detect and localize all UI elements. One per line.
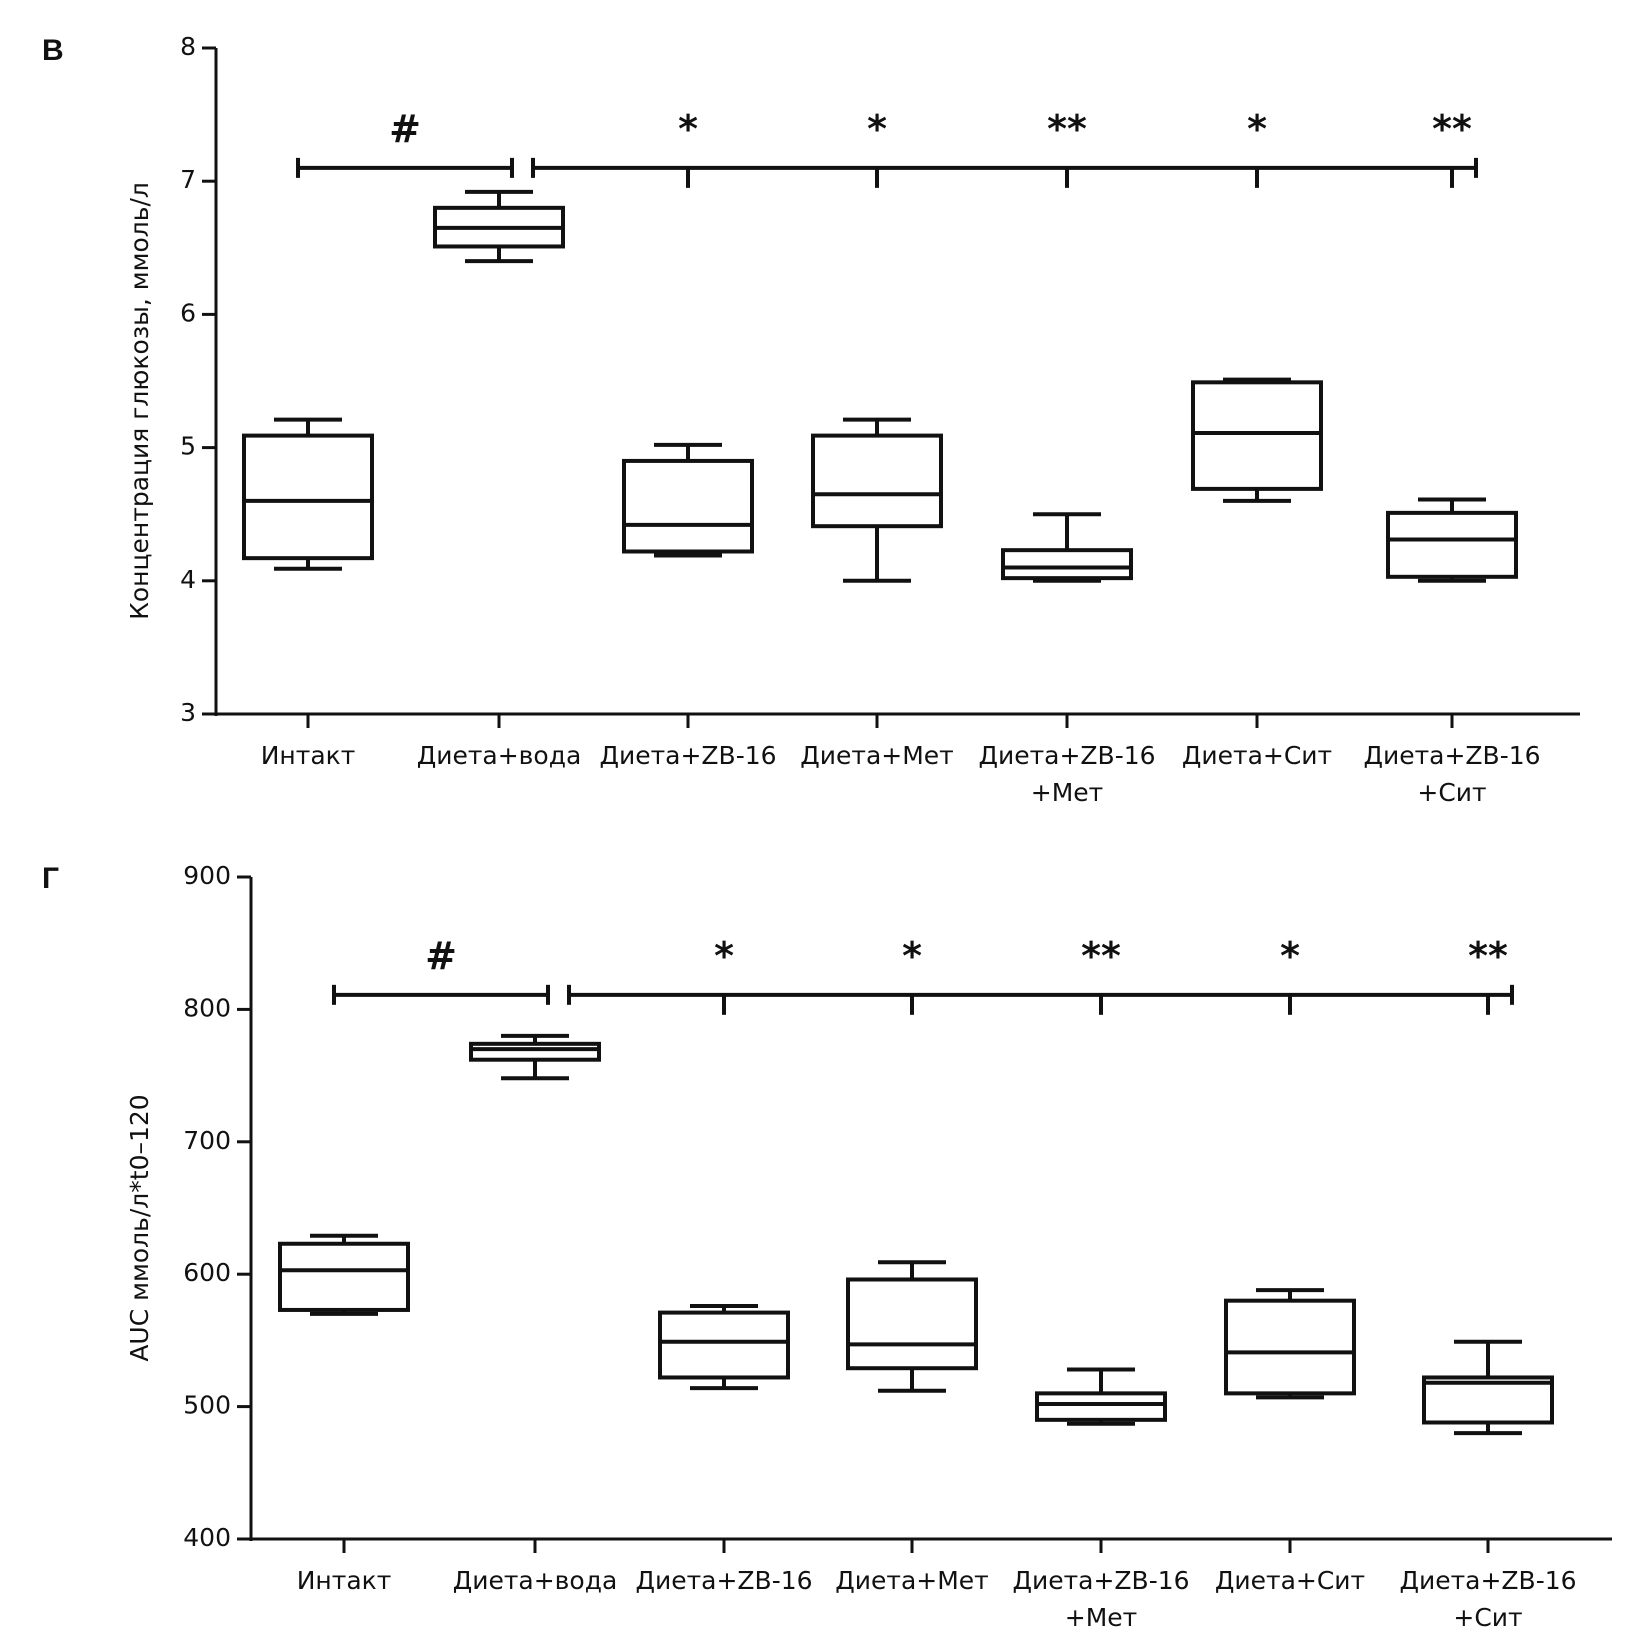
box-1 <box>242 417 374 571</box>
box-iqr <box>811 433 943 529</box>
box-iqr <box>242 433 374 561</box>
box-7 <box>1422 1339 1554 1436</box>
y-tick-label: 600 <box>183 1258 231 1287</box>
significance-mark-asterisk: * <box>902 934 922 978</box>
x-tick-label: Интакт <box>297 1566 392 1595</box>
x-tick-label: Диета+ZB-16 <box>635 1566 812 1595</box>
chart-panel-1: В 3 4 5 6 7 8 Концентрация глюкозы, ммоль/л Инта… <box>42 32 1580 807</box>
x-tick-label: Диета+ZB-16 +Мет <box>1012 1566 1189 1632</box>
y-tick-label: 5 <box>180 432 196 461</box>
box-1 <box>278 1233 410 1316</box>
y-tick-label: 6 <box>180 298 196 327</box>
x-tick-label: Диета+Мет <box>835 1566 989 1595</box>
box-2 <box>469 1033 601 1081</box>
y-tick-label: 700 <box>183 1126 231 1155</box>
box-iqr <box>622 458 754 554</box>
significance-mark-asterisk: * <box>678 107 698 151</box>
box-4 <box>846 1260 978 1393</box>
y-tick-label: 900 <box>183 861 231 890</box>
chart-panel-2: Г 400 500 600 700 800 900 AUC ммоль/л*t0–120 Инт… <box>42 861 1612 1632</box>
box-6 <box>1191 377 1323 503</box>
box-5 <box>1001 512 1133 583</box>
y-axis-title: AUC ммоль/л*t0–120 <box>125 1094 154 1361</box>
significance-mark-asterisk: * <box>1247 107 1267 151</box>
box-iqr <box>1191 380 1323 491</box>
box-4 <box>811 417 943 583</box>
x-tick-label: Диета+ZB-16 <box>599 741 776 770</box>
x-tick-label: Диета+ZB-16 +Сит <box>1363 741 1540 807</box>
box-iqr <box>1224 1298 1356 1396</box>
y-axis-title: Концентрация глюкозы, ммоль/л <box>125 182 154 620</box>
significance-annotations: # * * ** * ** <box>296 107 1478 188</box>
box-iqr <box>1386 510 1518 579</box>
box-iqr <box>658 1310 790 1380</box>
panel-label: В <box>42 34 64 67</box>
significance-mark-asterisk: * <box>867 107 887 151</box>
box-3 <box>658 1303 790 1391</box>
box-iqr <box>1422 1375 1554 1425</box>
significance-mark-asterisk: ** <box>1432 107 1472 151</box>
x-tick-label: Диета+вода <box>453 1566 618 1595</box>
significance-annotations: # * * ** * ** <box>332 934 1514 1015</box>
y-tick-label: 8 <box>180 32 196 61</box>
x-tick-label: Диета+ZB-16 +Сит <box>1399 1566 1576 1632</box>
box-2 <box>433 189 565 264</box>
box-iqr <box>278 1241 410 1312</box>
significance-mark-hash: # <box>389 107 421 151</box>
box-5 <box>1035 1367 1167 1426</box>
box-iqr <box>469 1041 601 1062</box>
y-tick-label: 500 <box>183 1391 231 1420</box>
box-iqr <box>1035 1391 1167 1422</box>
x-tick-label: Диета+Сит <box>1215 1566 1365 1595</box>
significance-mark-hash: # <box>425 934 457 978</box>
significance-mark-asterisk: ** <box>1047 107 1087 151</box>
significance-mark-asterisk: ** <box>1081 934 1121 978</box>
y-tick-label: 7 <box>180 165 196 194</box>
box-iqr <box>1001 548 1133 581</box>
box-6 <box>1224 1288 1356 1400</box>
box-7 <box>1386 497 1518 583</box>
box-3 <box>622 442 754 558</box>
significance-mark-asterisk: * <box>714 934 734 978</box>
y-tick-label: 800 <box>183 993 231 1022</box>
significance-mark-asterisk: ** <box>1468 934 1508 978</box>
x-tick-label: Интакт <box>261 741 356 770</box>
significance-mark-asterisk: * <box>1280 934 1300 978</box>
x-tick-label: Диета+вода <box>417 741 582 770</box>
panel-label: Г <box>42 862 59 895</box>
y-tick-label: 4 <box>180 565 196 594</box>
x-tick-label: Диета+Сит <box>1182 741 1332 770</box>
y-tick-label: 3 <box>180 698 196 727</box>
x-tick-label: Диета+Мет <box>800 741 954 770</box>
y-tick-label: 400 <box>183 1523 231 1552</box>
x-tick-label: Диета+ZB-16 +Мет <box>978 741 1155 807</box>
box-iqr <box>846 1277 978 1371</box>
